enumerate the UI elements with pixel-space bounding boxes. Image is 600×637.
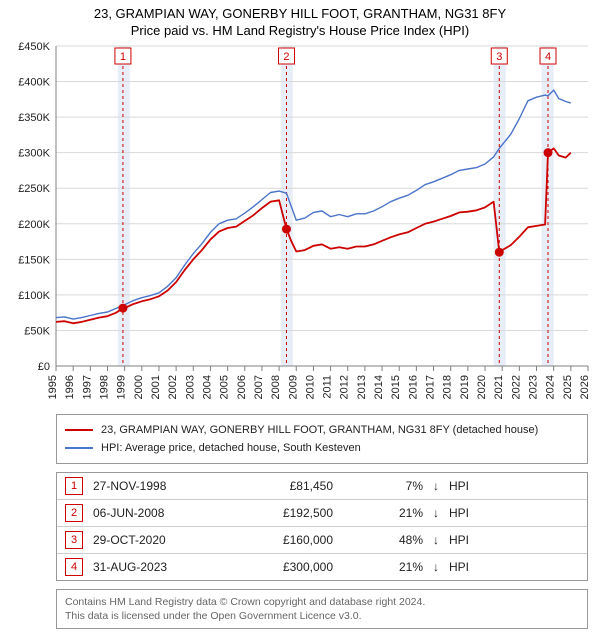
svg-text:£400K: £400K <box>18 77 50 89</box>
svg-text:1998: 1998 <box>98 375 110 399</box>
legend-swatch <box>65 429 93 431</box>
svg-text:2021: 2021 <box>493 375 505 399</box>
svg-text:£250K: £250K <box>18 183 50 195</box>
svg-text:2024: 2024 <box>545 375 557 399</box>
title-address: 23, GRAMPIAN WAY, GONERBY HILL FOOT, GRA… <box>0 6 600 21</box>
svg-text:£0: £0 <box>38 361 50 373</box>
down-arrow-icon: ↓ <box>423 560 449 574</box>
svg-text:2008: 2008 <box>270 375 282 399</box>
svg-text:2000: 2000 <box>133 375 145 399</box>
svg-text:2013: 2013 <box>356 375 368 399</box>
svg-text:£50K: £50K <box>24 325 50 337</box>
down-arrow-icon: ↓ <box>423 533 449 547</box>
sale-date: 31-AUG-2023 <box>93 560 223 574</box>
legend-row: 23, GRAMPIAN WAY, GONERBY HILL FOOT, GRA… <box>65 421 579 439</box>
svg-text:2025: 2025 <box>562 375 574 399</box>
legend-row: HPI: Average price, detached house, Sout… <box>65 439 579 457</box>
svg-text:2017: 2017 <box>425 375 437 399</box>
table-row: 3 29-OCT-2020£160,00048%↓HPI <box>57 526 587 553</box>
hpi-label: HPI <box>449 506 469 520</box>
svg-text:2023: 2023 <box>528 375 540 399</box>
svg-text:1996: 1996 <box>64 375 76 399</box>
svg-text:2026: 2026 <box>579 375 591 399</box>
svg-text:2006: 2006 <box>236 375 248 399</box>
svg-text:2020: 2020 <box>476 375 488 399</box>
sale-badge: 1 <box>65 477 83 495</box>
svg-text:4: 4 <box>545 51 551 63</box>
sale-delta: 21% <box>363 506 423 520</box>
svg-text:£350K: £350K <box>18 112 50 124</box>
attribution-footer: Contains HM Land Registry data © Crown c… <box>56 589 588 629</box>
svg-text:2001: 2001 <box>150 375 162 399</box>
down-arrow-icon: ↓ <box>423 479 449 493</box>
sale-delta: 7% <box>363 479 423 493</box>
svg-text:£200K: £200K <box>18 219 50 231</box>
svg-text:1999: 1999 <box>116 375 128 399</box>
hpi-label: HPI <box>449 479 469 493</box>
svg-text:2002: 2002 <box>167 375 179 399</box>
hpi-label: HPI <box>449 560 469 574</box>
svg-text:2: 2 <box>283 51 289 63</box>
svg-text:2007: 2007 <box>253 375 265 399</box>
footer-line-2: This data is licensed under the Open Gov… <box>65 609 579 623</box>
sale-badge: 3 <box>65 531 83 549</box>
legend: 23, GRAMPIAN WAY, GONERBY HILL FOOT, GRA… <box>56 414 588 464</box>
legend-swatch <box>65 447 93 449</box>
title-subtitle: Price paid vs. HM Land Registry's House … <box>0 23 600 38</box>
footer-line-1: Contains HM Land Registry data © Crown c… <box>65 595 579 609</box>
sale-delta: 21% <box>363 560 423 574</box>
table-row: 4 31-AUG-2023£300,00021%↓HPI <box>57 553 587 580</box>
svg-text:£450K: £450K <box>18 41 50 53</box>
legend-label: HPI: Average price, detached house, Sout… <box>101 442 361 454</box>
sale-price: £160,000 <box>223 533 363 547</box>
svg-text:2011: 2011 <box>322 375 334 399</box>
sale-price: £300,000 <box>223 560 363 574</box>
svg-text:2003: 2003 <box>184 375 196 399</box>
svg-text:2010: 2010 <box>304 375 316 399</box>
svg-text:£100K: £100K <box>18 290 50 302</box>
titles-block: 23, GRAMPIAN WAY, GONERBY HILL FOOT, GRA… <box>0 0 600 38</box>
svg-text:2022: 2022 <box>510 375 522 399</box>
line-chart-svg: £0 £50K £100K £150K £200K £250K £300K £350K £400… <box>0 38 600 408</box>
svg-text:£300K: £300K <box>18 148 50 160</box>
svg-text:3: 3 <box>496 51 502 63</box>
sale-price: £81,450 <box>223 479 363 493</box>
down-arrow-icon: ↓ <box>423 506 449 520</box>
svg-text:2018: 2018 <box>442 375 454 399</box>
svg-text:2009: 2009 <box>287 375 299 399</box>
sale-date: 29-OCT-2020 <box>93 533 223 547</box>
svg-text:2015: 2015 <box>390 375 402 399</box>
svg-text:1995: 1995 <box>47 375 59 399</box>
svg-text:2014: 2014 <box>373 375 385 399</box>
svg-text:2004: 2004 <box>201 375 213 399</box>
sale-badge: 4 <box>65 558 83 576</box>
table-row: 1 27-NOV-1998£81,4507%↓HPI <box>57 473 587 499</box>
sale-badge: 2 <box>65 504 83 522</box>
svg-text:1: 1 <box>120 51 126 63</box>
svg-text:2005: 2005 <box>219 375 231 399</box>
svg-text:1997: 1997 <box>81 375 93 399</box>
sale-date: 06-JUN-2008 <box>93 506 223 520</box>
svg-text:2012: 2012 <box>339 375 351 399</box>
sale-price: £192,500 <box>223 506 363 520</box>
chart-container: 23, GRAMPIAN WAY, GONERBY HILL FOOT, GRA… <box>0 0 600 629</box>
svg-text:2019: 2019 <box>459 375 471 399</box>
chart-area: £0 £50K £100K £150K £200K £250K £300K £350K £400… <box>0 38 600 408</box>
hpi-label: HPI <box>449 533 469 547</box>
sale-delta: 48% <box>363 533 423 547</box>
legend-label: 23, GRAMPIAN WAY, GONERBY HILL FOOT, GRA… <box>101 424 538 436</box>
svg-text:£150K: £150K <box>18 254 50 266</box>
sales-table: 127-NOV-1998£81,4507%↓HPI206-JUN-2008£19… <box>56 472 588 581</box>
svg-text:2016: 2016 <box>407 375 419 399</box>
sale-date: 27-NOV-1998 <box>93 479 223 493</box>
table-row: 2 06-JUN-2008£192,50021%↓HPI <box>57 499 587 526</box>
